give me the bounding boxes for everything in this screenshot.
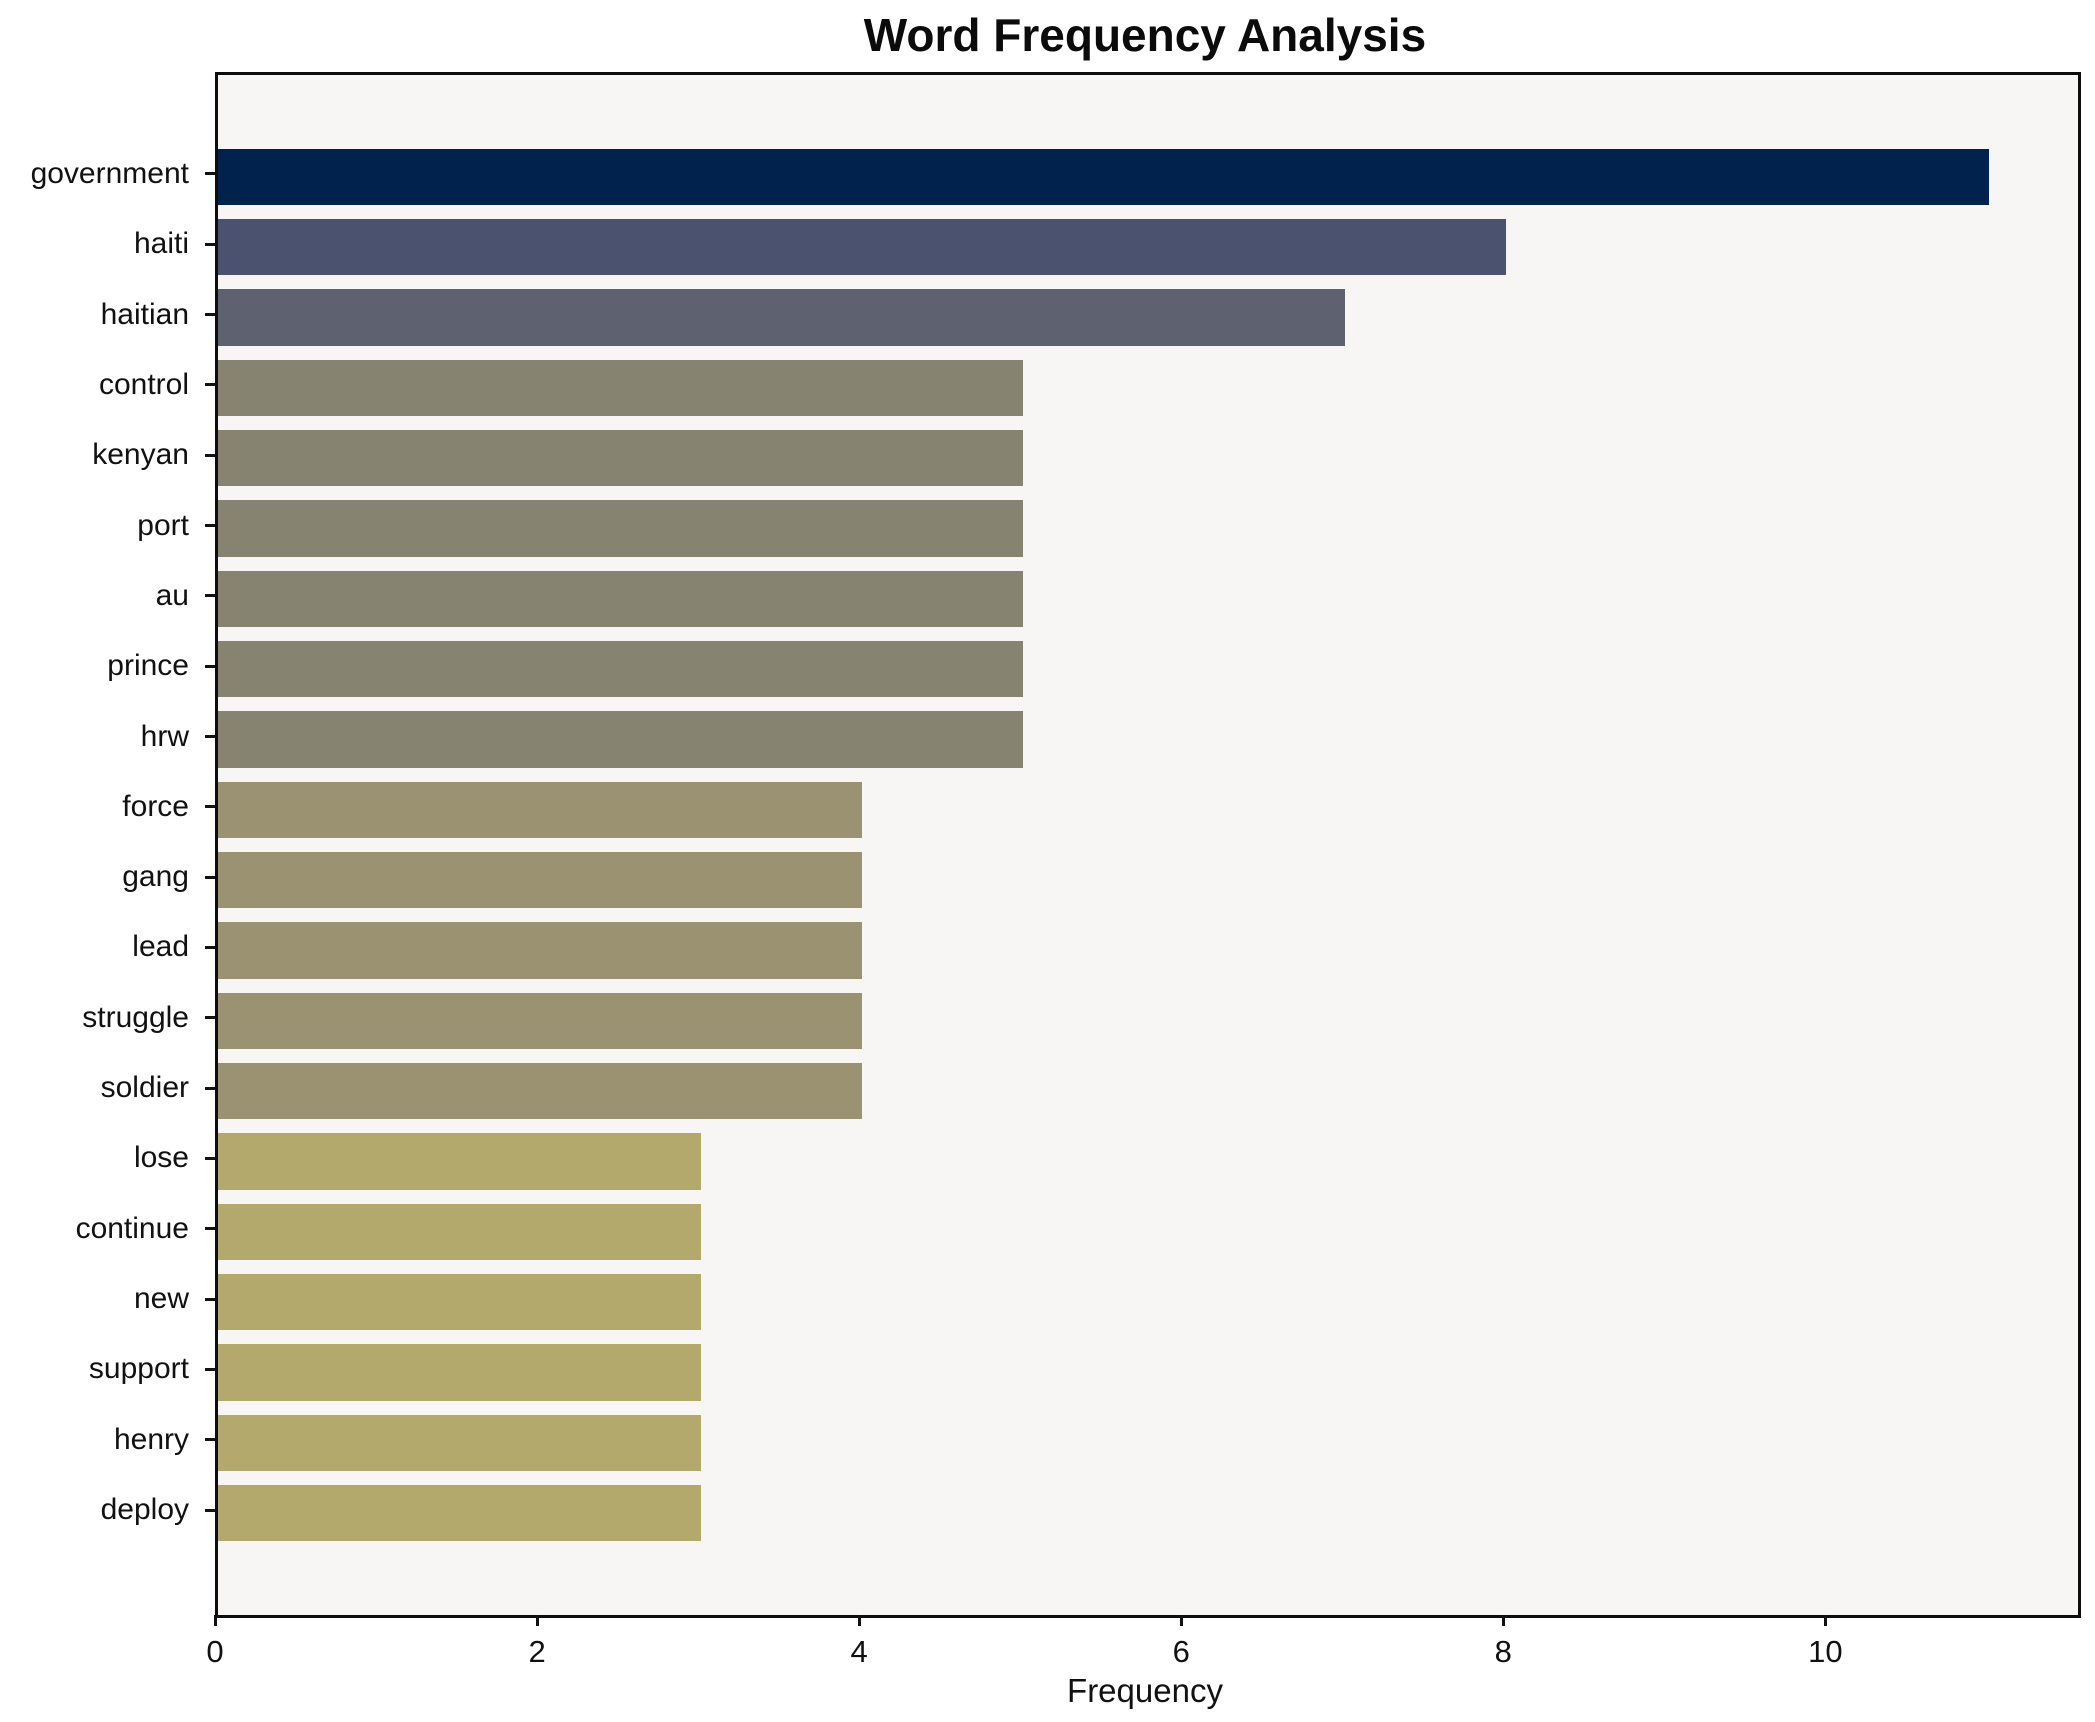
y-axis-category-label: deploy <box>100 1493 189 1527</box>
bar-force <box>218 781 863 838</box>
bar-haitian <box>218 289 1346 346</box>
bar-gang <box>218 852 863 909</box>
bar-hrw <box>218 711 1024 768</box>
bar-prince <box>218 641 1024 698</box>
bar-lead <box>218 922 863 979</box>
y-axis-category-label: government <box>30 156 189 190</box>
y-tick <box>205 242 215 246</box>
x-tick <box>1501 1615 1505 1626</box>
y-tick <box>205 735 215 739</box>
y-axis-category-label: continue <box>75 1211 189 1245</box>
chart-title: Word Frequency Analysis <box>863 9 1427 61</box>
bar-haiti <box>218 219 1507 276</box>
bar-struggle <box>218 992 863 1049</box>
bar-new <box>218 1273 702 1331</box>
y-axis-category-label: henry <box>113 1422 189 1456</box>
x-tick-label: 10 <box>1808 1634 1843 1669</box>
y-axis-category-label: support <box>88 1352 189 1386</box>
y-axis-category-label: force <box>122 789 189 823</box>
x-tick <box>1179 1615 1183 1626</box>
y-tick <box>205 524 215 528</box>
bar-deploy <box>218 1484 702 1542</box>
x-tick-label: 4 <box>850 1634 868 1669</box>
bar-control <box>218 359 1024 417</box>
y-tick <box>205 1508 215 1512</box>
x-tick-label: 6 <box>1172 1634 1190 1669</box>
y-axis-category-label: kenyan <box>92 438 189 472</box>
y-axis-category-label: au <box>155 578 189 612</box>
y-tick <box>205 172 215 176</box>
y-tick <box>205 945 215 949</box>
y-axis-category-label: prince <box>107 649 189 683</box>
y-axis-category-label: haiti <box>133 227 189 261</box>
bar-kenyan <box>218 430 1024 487</box>
y-tick <box>205 453 215 457</box>
y-axis-category-label: haitian <box>100 297 189 331</box>
bar-support <box>218 1344 702 1401</box>
bar-lose <box>218 1133 702 1190</box>
y-tick <box>205 805 215 809</box>
bar-soldier <box>218 1062 863 1120</box>
x-tick <box>535 1615 539 1626</box>
bar-continue <box>218 1203 702 1260</box>
y-axis-category-label: lead <box>132 930 189 964</box>
y-tick <box>205 1367 215 1371</box>
y-tick <box>205 1016 215 1020</box>
y-tick <box>205 1227 215 1231</box>
x-tick <box>857 1615 861 1626</box>
x-axis-label: Frequency <box>1067 1672 1223 1709</box>
y-axis-category-label: new <box>133 1282 189 1316</box>
bar-au <box>218 570 1024 627</box>
x-tick <box>213 1615 217 1626</box>
y-tick <box>205 1156 215 1160</box>
y-axis-category-label: control <box>98 367 189 401</box>
x-tick <box>1823 1615 1827 1626</box>
y-axis-category-label: soldier <box>100 1071 189 1105</box>
y-tick <box>205 1086 215 1090</box>
y-axis-category-label: struggle <box>82 1000 189 1034</box>
y-tick <box>205 664 215 668</box>
y-tick <box>205 875 215 879</box>
y-axis-category-label: hrw <box>140 719 189 753</box>
y-tick <box>205 594 215 598</box>
bar-port <box>218 500 1024 557</box>
bar-henry <box>218 1414 702 1471</box>
y-tick <box>205 1438 215 1442</box>
x-tick-label: 8 <box>1494 1634 1512 1669</box>
y-tick <box>205 1297 215 1301</box>
y-tick <box>205 383 215 387</box>
y-tick <box>205 313 215 317</box>
y-axis-category-label: port <box>137 508 189 542</box>
bar-government <box>218 148 1990 206</box>
y-axis-category-label: gang <box>122 860 189 894</box>
x-tick-label: 0 <box>206 1634 224 1669</box>
x-tick-label: 2 <box>528 1634 546 1669</box>
y-axis-category-label: lose <box>133 1141 189 1175</box>
plot-area <box>215 72 2081 1618</box>
